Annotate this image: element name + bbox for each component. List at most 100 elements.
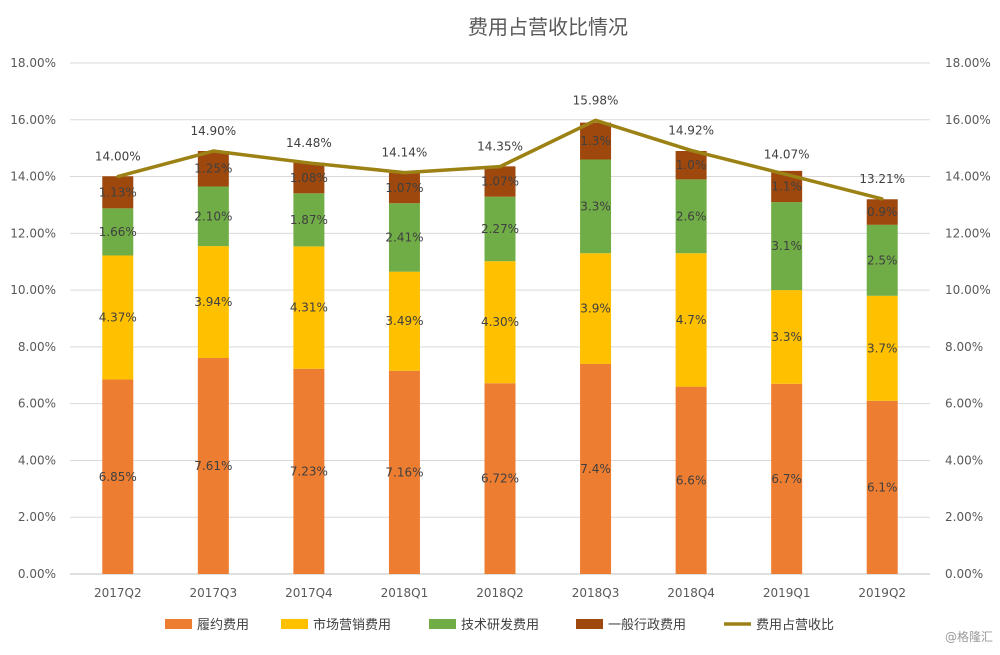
bar-data-label: 0.9% [867, 205, 898, 219]
bar-data-label: 1.66% [99, 225, 137, 239]
bar-data-label: 3.1% [771, 239, 802, 253]
bar-segment [388, 271, 420, 371]
legend-swatch [429, 619, 456, 629]
bar-data-label: 1.3% [580, 134, 611, 148]
x-tick-label: 2017Q4 [285, 586, 333, 600]
bar-segment [580, 122, 612, 160]
ratio-line-point [594, 118, 598, 122]
watermark: @格隆汇 [945, 629, 993, 644]
bar-data-label: 7.4% [580, 462, 611, 476]
bar-data-label: 1.87% [290, 213, 328, 227]
bar-segment [388, 370, 420, 574]
bar-segment [102, 208, 134, 256]
chart-title: 费用占营收比情况 [468, 15, 628, 39]
bar-data-label: 1.0% [676, 158, 707, 172]
ratio-line-point [880, 197, 884, 201]
bar-segment [293, 246, 325, 369]
bar-data-label: 1.13% [99, 185, 137, 199]
ratio-line-label: 14.14% [382, 146, 428, 160]
y-tick-label-left: 4.00% [18, 453, 56, 467]
legend-label: 技术研发费用 [461, 617, 539, 633]
bar-data-label: 4.30% [481, 315, 519, 329]
y-tick-label-right: 8.00% [945, 340, 983, 354]
legend-label: 市场营销费用 [313, 617, 391, 633]
bar-data-label: 4.31% [290, 301, 328, 315]
ratio-line-label: 13.21% [859, 172, 905, 186]
ratio-line-point [307, 161, 311, 165]
bar-data-label: 4.7% [676, 313, 707, 327]
bar-data-label: 7.23% [290, 464, 328, 478]
bar-segment [675, 179, 707, 254]
y-tick-label-right: 16.00% [945, 113, 991, 127]
bar-data-label: 2.27% [481, 222, 519, 236]
bar-data-label: 7.16% [385, 465, 423, 479]
bar-data-label: 2.5% [867, 253, 898, 267]
y-tick-label-left: 10.00% [10, 283, 56, 297]
bar-data-label: 1.08% [290, 171, 328, 185]
y-tick-label-left: 14.00% [10, 170, 56, 184]
bar-data-label: 2.41% [385, 230, 423, 244]
ratio-line-point [689, 148, 693, 152]
legend-label: 一般行政费用 [608, 617, 686, 633]
y-tick-label-right: 6.00% [945, 397, 983, 411]
bar-segment [102, 379, 134, 574]
bar-segment [771, 290, 803, 384]
ratio-line-point [211, 149, 215, 153]
bar-data-label: 3.94% [194, 295, 232, 309]
legend-label: 履约费用 [197, 618, 249, 633]
y-tick-label-right: 2.00% [945, 510, 983, 524]
bar-segment [293, 162, 325, 194]
bar-segment [102, 176, 134, 209]
bar-segment [866, 295, 898, 401]
bars: 6.85% 4.37% 1.66% 1.13% 7.61% 3.94% 2.10% 1.25%… [99, 122, 898, 574]
y-tick-label-left: 12.00% [10, 226, 56, 240]
bar-segment [675, 386, 707, 574]
ratio-line-point [116, 175, 120, 179]
y-tick-label-left: 8.00% [18, 340, 56, 354]
ratio-line-label: 15.98% [573, 93, 619, 107]
legend-label: 费用占营收比 [756, 618, 834, 633]
y-tick-label-right: 4.00% [945, 453, 983, 467]
y-tick-label-right: 14.00% [945, 170, 991, 184]
x-axis: 2017Q2 2017Q3 2017Q4 2018Q1 2018Q2 2018Q3 2018… [94, 586, 906, 600]
y-tick-label-right: 0.00% [945, 567, 983, 581]
bar-segment [580, 363, 612, 574]
bar-data-label: 2.6% [676, 209, 707, 223]
bar-data-label: 6.85% [99, 470, 137, 484]
x-tick-label: 2019Q2 [858, 586, 906, 600]
bar-data-label: 1.25% [194, 162, 232, 176]
bar-data-label: 1.07% [481, 175, 519, 189]
bar-segment [388, 172, 420, 204]
right-y-axis: 0.00% 2.00% 4.00% 6.00% 8.00% 10.00% 12.00% 14.… [945, 56, 991, 581]
legend-swatch [165, 619, 192, 629]
bar-segment [580, 253, 612, 364]
bar-segment [484, 196, 516, 262]
bar-data-label: 3.3% [771, 330, 802, 344]
x-tick-label: 2018Q1 [381, 586, 429, 600]
bar-segment [102, 255, 134, 380]
ratio-line-label: 14.35% [477, 140, 523, 154]
y-tick-label-right: 10.00% [945, 283, 991, 297]
bar-segment [293, 193, 325, 247]
left-y-axis: 0.00% 2.00% 4.00% 6.00% 8.00% 10.00% 12.00% 14.… [10, 56, 56, 581]
ratio-line-label: 14.07% [764, 148, 810, 162]
bar-data-label: 6.72% [481, 472, 519, 486]
bar-segment [866, 199, 898, 225]
bar-data-label: 2.10% [194, 209, 232, 223]
bar-segment [197, 246, 229, 358]
legend-swatch [281, 619, 308, 629]
ratio-line-label: 14.90% [190, 124, 236, 138]
ratio-line-point [498, 165, 502, 169]
bar-data-label: 7.61% [194, 459, 232, 473]
y-tick-label-left: 6.00% [18, 397, 56, 411]
x-tick-label: 2018Q3 [572, 586, 620, 600]
bar-data-label: 6.1% [867, 480, 898, 494]
bar-segment [388, 203, 420, 272]
y-tick-label-left: 16.00% [10, 113, 56, 127]
bar-segment [771, 383, 803, 574]
bar-segment [197, 186, 229, 247]
x-tick-label: 2019Q1 [763, 586, 811, 600]
bar-data-label: 3.7% [867, 341, 898, 355]
bar-data-label: 4.37% [99, 311, 137, 325]
